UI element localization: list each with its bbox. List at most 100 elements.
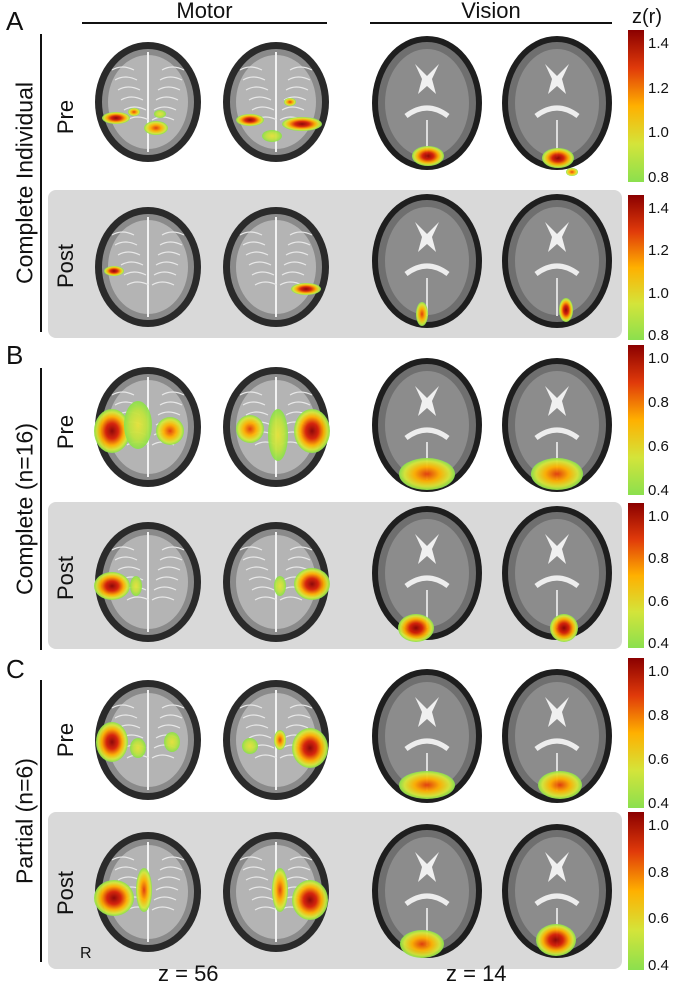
panel-letter-b: B — [6, 340, 24, 370]
activation-blob — [242, 738, 258, 754]
activation-blob — [274, 576, 286, 596]
colorbar-title: z(r) — [632, 6, 662, 28]
vision-brain-slice — [372, 669, 482, 803]
vision-brain-slice — [502, 358, 612, 492]
colorbar-tick-label: 1.2 — [648, 242, 669, 260]
activation-blob — [102, 112, 130, 124]
vision-brain-slice — [502, 824, 612, 958]
activation-blob — [262, 130, 282, 142]
activation-blob — [400, 930, 444, 958]
group-label-a: Complete Individual — [11, 81, 38, 285]
activation-blob — [94, 409, 130, 453]
vision-slice-label: z = 14 — [446, 961, 507, 986]
activation-blob — [104, 266, 124, 276]
colorbar-tick-label: 0.8 — [648, 169, 669, 186]
group-bracket-c — [40, 680, 42, 962]
row-label-c-post: Post — [53, 870, 78, 916]
motor-column-rule — [82, 22, 327, 24]
row-label-c-pre: Pre — [53, 722, 78, 758]
colorbar-tick-label: 0.8 — [648, 863, 669, 881]
activation-blob — [550, 614, 578, 642]
colorbar-tick-label: 0.8 — [648, 327, 669, 344]
activation-blob — [130, 576, 142, 596]
panel-letter-a: A — [6, 6, 24, 36]
motor-brain-slice — [223, 367, 330, 487]
vision-brain-slice — [372, 194, 482, 328]
activation-blob — [542, 148, 574, 168]
colorbar-tick-label: 0.4 — [648, 635, 669, 652]
colorbar — [628, 30, 644, 182]
row-label-b-post: Post — [53, 555, 78, 601]
activation-blob — [531, 458, 583, 490]
activation-blob — [284, 98, 296, 106]
motor-brain-slice — [94, 832, 201, 952]
activation-blob — [399, 458, 455, 490]
activation-blob — [94, 572, 130, 600]
activation-blob — [268, 409, 288, 461]
colorbar-tick-label: 1.4 — [648, 35, 669, 52]
group-label-b: Complete (n=16) — [11, 423, 38, 595]
vision-brain-slice — [372, 36, 482, 170]
activation-blob — [154, 110, 166, 118]
colorbar-tick-label: 1.0 — [648, 350, 669, 367]
row-label-a-post: Post — [53, 243, 78, 289]
group-bracket-a — [40, 34, 42, 332]
colorbar-tick-label: 0.4 — [648, 795, 669, 812]
activation-blob — [536, 924, 576, 956]
activation-blob — [399, 771, 455, 799]
colorbar-tick-label: 0.6 — [648, 910, 669, 928]
activation-blob — [236, 114, 264, 126]
activation-blob — [136, 868, 152, 912]
activation-blob — [94, 880, 134, 916]
vision-brain-slice — [502, 36, 612, 176]
colorbar-tick-label: 0.6 — [648, 592, 669, 610]
motor-brain-slice — [223, 42, 329, 162]
vision-brain-slice — [502, 194, 612, 328]
colorbar-tick-label: 1.2 — [648, 79, 669, 97]
activation-blob — [164, 732, 180, 752]
colorbar — [628, 503, 644, 648]
vision-brain-slice — [372, 506, 482, 642]
row-label-b-pre: Pre — [53, 414, 78, 450]
vision-column-rule — [370, 22, 612, 24]
vision-brain-slice — [502, 506, 612, 642]
activation-blob — [282, 117, 322, 131]
activation-blob — [291, 283, 321, 295]
group-bracket-b — [40, 368, 42, 650]
motor-brain-slice — [94, 522, 201, 642]
colorbar — [628, 345, 644, 495]
motor-brain-slice — [95, 680, 201, 800]
colorbar — [628, 195, 644, 340]
activation-blob — [274, 730, 286, 750]
motor-brain-slice — [95, 42, 201, 162]
colorbar-tick-label: 0.4 — [648, 957, 669, 974]
colorbar-tick-label: 1.0 — [648, 284, 669, 302]
panel-letter-c: C — [6, 654, 25, 684]
motor-brain-slice — [223, 680, 329, 800]
activation-blob — [272, 868, 288, 912]
vision-brain-slice — [372, 358, 482, 492]
activation-blob — [559, 298, 573, 322]
colorbar-tick-label: 1.0 — [648, 508, 669, 525]
motor-brain-slice — [95, 207, 201, 327]
colorbar — [628, 658, 644, 808]
activation-blob — [96, 722, 128, 762]
colorbar-tick-label: 0.4 — [648, 482, 669, 499]
motor-slice-label: z = 56 — [158, 961, 219, 986]
colorbar-tick-label: 1.0 — [648, 124, 669, 142]
colorbar — [628, 812, 644, 970]
group-label-c: Partial (n=6) — [11, 758, 38, 884]
activation-blob — [130, 738, 146, 758]
colorbar-tick-label: 0.6 — [648, 751, 669, 768]
activation-blob — [416, 302, 428, 326]
motor-brain-slice — [223, 522, 330, 642]
activation-blob — [236, 415, 264, 443]
activation-blob — [294, 568, 330, 600]
motor-brain-slice — [223, 832, 329, 952]
activation-blob — [292, 880, 328, 920]
activation-blob — [538, 771, 582, 799]
activation-blob — [412, 146, 444, 166]
motor-brain-slice — [94, 367, 201, 487]
vision-brain-slice — [502, 669, 612, 803]
motor-brain-slice — [223, 207, 329, 327]
